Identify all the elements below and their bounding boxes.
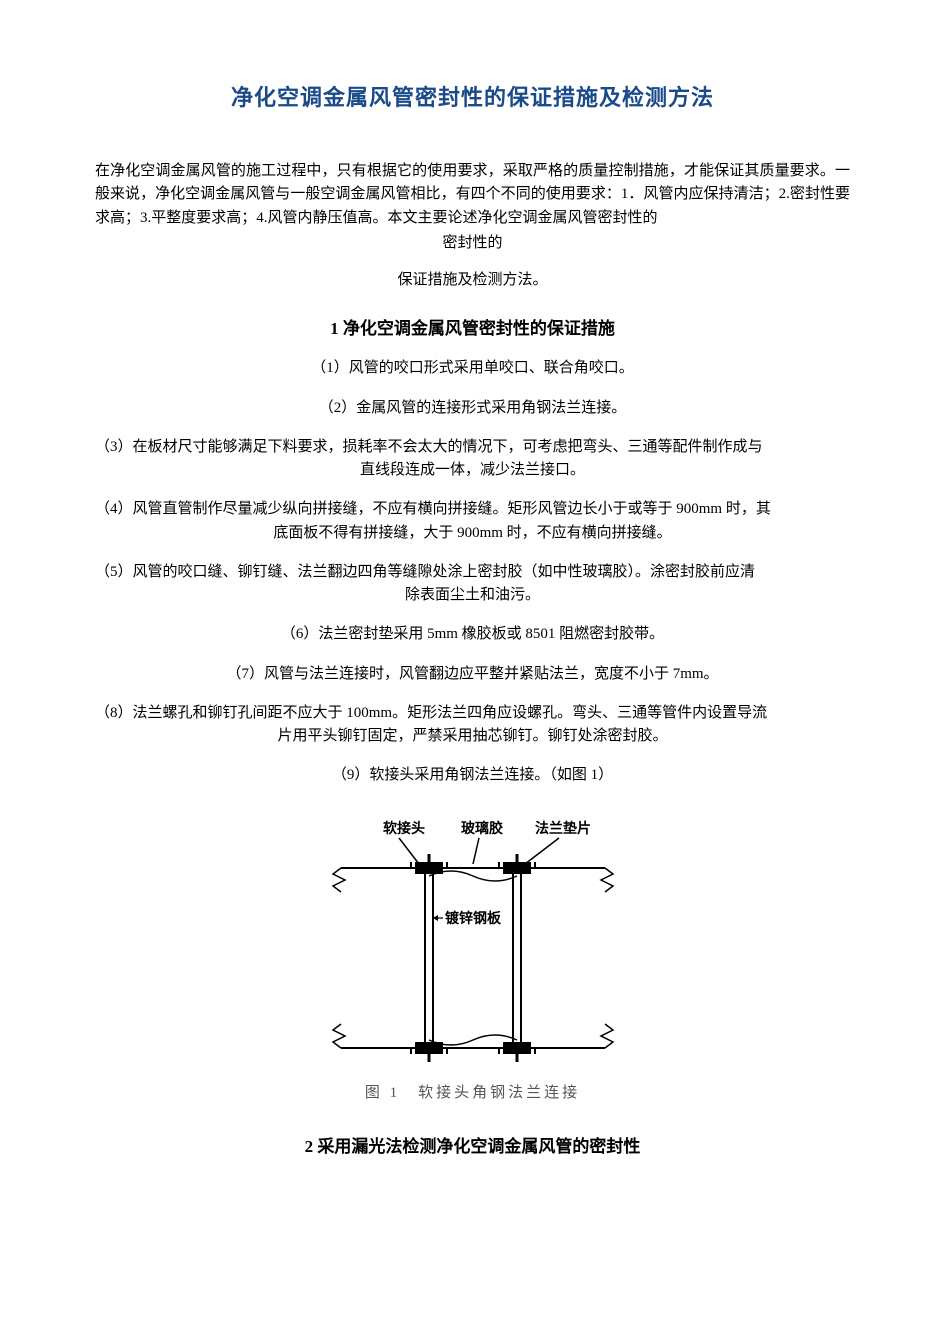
fig-label-glass-glue: 玻璃胶: [461, 820, 503, 836]
measure-item-3-line1: （3）在板材尺寸能够满足下料要求，损耗率不会太大的情况下，可考虑把弯头、三通等配…: [95, 439, 763, 455]
measure-item-3-line2: 直线段连成一体，减少法兰接口。: [95, 459, 850, 482]
measure-item-7: （7）风管与法兰连接时，风管翻边应平整并紧贴法兰，宽度不小于 7mm。: [95, 663, 850, 686]
intro-paragraph-1: 在净化空调金属风管的施工过程中，只有根据它的使用要求，采取严格的质量控制措施，才…: [95, 160, 850, 230]
fig-label-soft-joint: 软接头: [383, 820, 425, 836]
measure-item-4: （4）风管直管制作尽量减少纵向拼接缝，不应有横向拼接缝。矩形风管边长小于或等于 …: [95, 498, 850, 545]
measure-item-5: （5）风管的咬口缝、铆钉缝、法兰翻边四角等缝隙处涂上密封胶（如中性玻璃胶）。涂密…: [95, 561, 850, 608]
flange-joint-right: [499, 854, 535, 1062]
figure-1-caption: 图 1 软接头角钢法兰连接: [95, 1081, 850, 1102]
measure-item-9: （9）软接头采用角钢法兰连接。（如图 1）: [95, 764, 850, 787]
measure-item-8-line2: 片用平头铆钉固定，严禁采用抽芯铆钉。铆钉处涂密封胶。: [95, 725, 850, 748]
measure-item-1: （1）风管的咬口形式采用单咬口、联合角咬口。: [95, 357, 850, 380]
measure-item-4-line1: （4）风管直管制作尽量减少纵向拼接缝，不应有横向拼接缝。矩形风管边长小于或等于 …: [95, 501, 771, 517]
measure-item-8: （8）法兰螺孔和铆钉孔间距不应大于 100mm。矩形法兰四角应设螺孔。弯头、三通…: [95, 702, 850, 749]
measure-item-8-line1: （8）法兰螺孔和铆钉孔间距不应大于 100mm。矩形法兰四角应设螺孔。弯头、三通…: [95, 705, 767, 721]
measure-item-5-line1: （5）风管的咬口缝、铆钉缝、法兰翻边四角等缝隙处涂上密封胶（如中性玻璃胶）。涂密…: [95, 564, 755, 580]
measure-item-2: （2）金属风管的连接形式采用角钢法兰连接。: [95, 397, 850, 420]
measure-item-4-line2: 底面板不得有拼接缝，大于 900mm 时，不应有横向拼接缝。: [95, 522, 850, 545]
measure-item-5-line2: 除表面尘土和油污。: [95, 584, 850, 607]
intro-paragraph-2: 保证措施及检测方法。: [95, 269, 850, 292]
flange-joint-left: [411, 854, 447, 1062]
fig-label-flange-gasket: 法兰垫片: [535, 820, 591, 836]
fig-label-galvanized-plate: 镀锌钢板: [445, 910, 502, 926]
intro-paragraph-1b: 密封性的: [95, 232, 850, 255]
page-title: 净化空调金属风管密封性的保证措施及检测方法: [95, 80, 850, 112]
section-1-heading: 1 净化空调金属风管密封性的保证措施: [95, 314, 850, 339]
figure-1: 软接头 玻璃胶 法兰垫片: [95, 808, 850, 1073]
figure-1-diagram: 软接头 玻璃胶 法兰垫片: [303, 808, 643, 1068]
measure-item-6: （6）法兰密封垫采用 5mm 橡胶板或 8501 阻燃密封胶带。: [95, 623, 850, 646]
section-2-heading: 2 采用漏光法检测净化空调金属风管的密封性: [95, 1132, 850, 1157]
measure-item-3: （3）在板材尺寸能够满足下料要求，损耗率不会太大的情况下，可考虑把弯头、三通等配…: [95, 436, 850, 483]
